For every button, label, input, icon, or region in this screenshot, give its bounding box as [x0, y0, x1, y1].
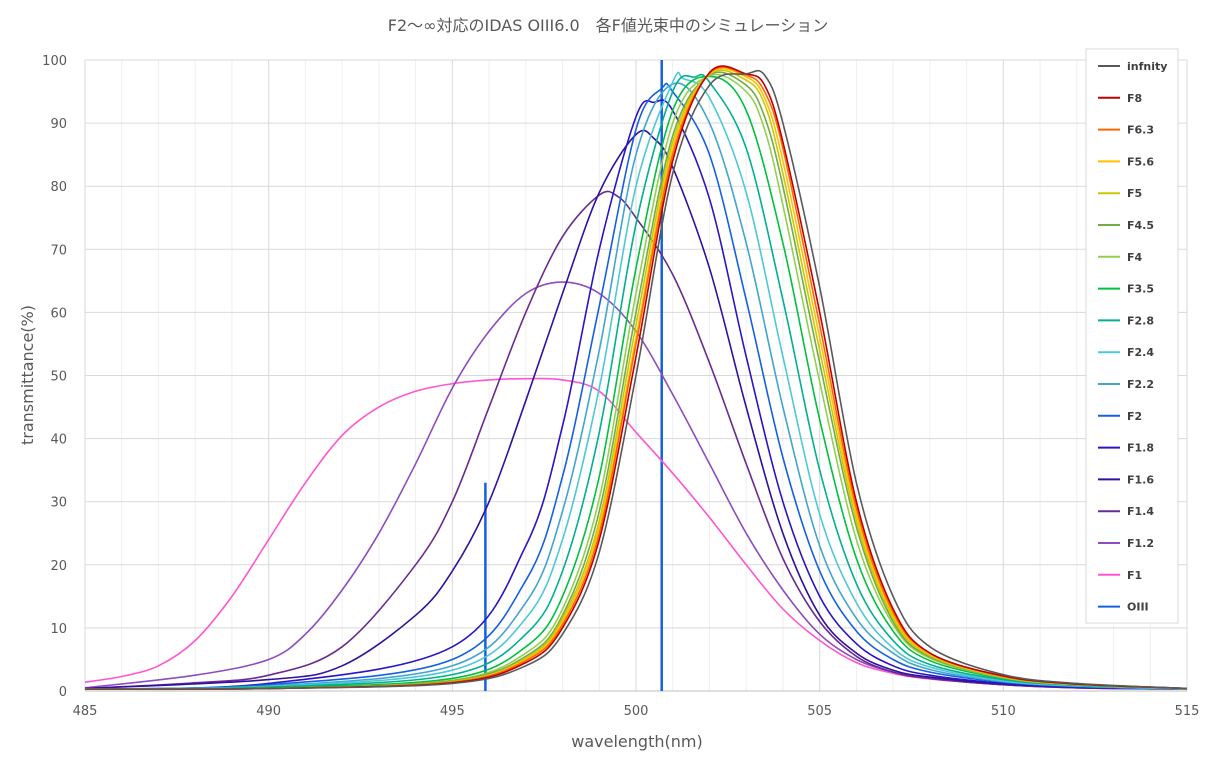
- legend-label-f1: F1: [1127, 569, 1142, 582]
- legend-label-infnity: infnity: [1127, 60, 1167, 73]
- tick-labels: 485 490 495 500 505 510 515 0 10 20 30 40 50 60 70 80 90…: [42, 54, 1199, 719]
- series-line-f1-4: [84, 190, 1188, 690]
- series-line-f4: [84, 73, 1188, 691]
- series-line-f1-6: [84, 129, 1188, 690]
- legend-label-f2-2: F2.2: [1127, 378, 1154, 391]
- legend-label-f2-8: F2.8: [1127, 314, 1154, 327]
- y-tick-label: 40: [50, 433, 67, 448]
- legend-label-f2-4: F2.4: [1127, 346, 1154, 359]
- y-tick-label: 100: [42, 54, 67, 69]
- y-tick-label: 80: [50, 180, 67, 195]
- legend-label-f5: F5: [1127, 187, 1142, 200]
- x-tick-label: 495: [440, 704, 465, 719]
- chart-title: F2～∞対応のIDAS OIII6.0 各F値光束中のシミュレーション: [388, 16, 828, 35]
- y-axis-label: transmittance(%): [18, 305, 37, 445]
- y-tick-label: 60: [50, 306, 67, 321]
- legend-label-f1-8: F1.8: [1127, 442, 1154, 455]
- legend-label-f2: F2: [1127, 410, 1142, 423]
- x-tick-label: 485: [73, 704, 98, 719]
- series-line-f2-2: [84, 82, 1188, 690]
- legend-label-f3-5: F3.5: [1127, 283, 1154, 296]
- legend-label-f1-2: F1.2: [1127, 537, 1154, 550]
- y-tick-label: 10: [50, 622, 67, 637]
- y-tick-label: 70: [50, 243, 67, 258]
- y-tick-label: 20: [50, 559, 67, 574]
- legend-label-f6-3: F6.3: [1127, 124, 1154, 137]
- y-tick-label: 50: [50, 370, 67, 385]
- x-tick-label: 500: [624, 704, 649, 719]
- x-tick-label: 510: [991, 704, 1016, 719]
- x-axis-label: wavelength(nm): [571, 732, 702, 751]
- legend-label-f8: F8: [1127, 92, 1142, 105]
- gridlines: [84, 59, 1188, 692]
- legend-label-f4: F4: [1127, 251, 1143, 264]
- series-line-f5: [84, 69, 1188, 691]
- series-line-f2-8: [84, 73, 1188, 690]
- series-line-infnity: [84, 69, 1188, 690]
- legend-label-f1-4: F1.4: [1127, 505, 1154, 518]
- legend-box: [1085, 48, 1179, 624]
- x-tick-label: 515: [1175, 704, 1200, 719]
- legend-label-f1-6: F1.6: [1127, 473, 1154, 486]
- series-group: [84, 60, 1188, 691]
- series-line-f1: [84, 377, 1188, 690]
- legend-label-oiii: OIII: [1127, 601, 1149, 614]
- legend-label-f4-5: F4.5: [1127, 219, 1154, 232]
- legend-label-f5-6: F5.6: [1127, 155, 1154, 168]
- y-tick-label: 90: [50, 117, 67, 132]
- y-tick-label: 0: [59, 685, 67, 700]
- y-tick-label: 30: [50, 496, 67, 511]
- x-tick-label: 490: [256, 704, 281, 719]
- legend: infnity F8 F6.3 F5.6 F5 F4.5 F4 F3.5 F2.8 F2.4 F2.…: [1085, 48, 1179, 624]
- x-tick-label: 505: [807, 704, 832, 719]
- series-line-f8: [84, 65, 1188, 690]
- series-line-f2-4: [84, 71, 1188, 690]
- series-line-f1-8: [84, 99, 1188, 690]
